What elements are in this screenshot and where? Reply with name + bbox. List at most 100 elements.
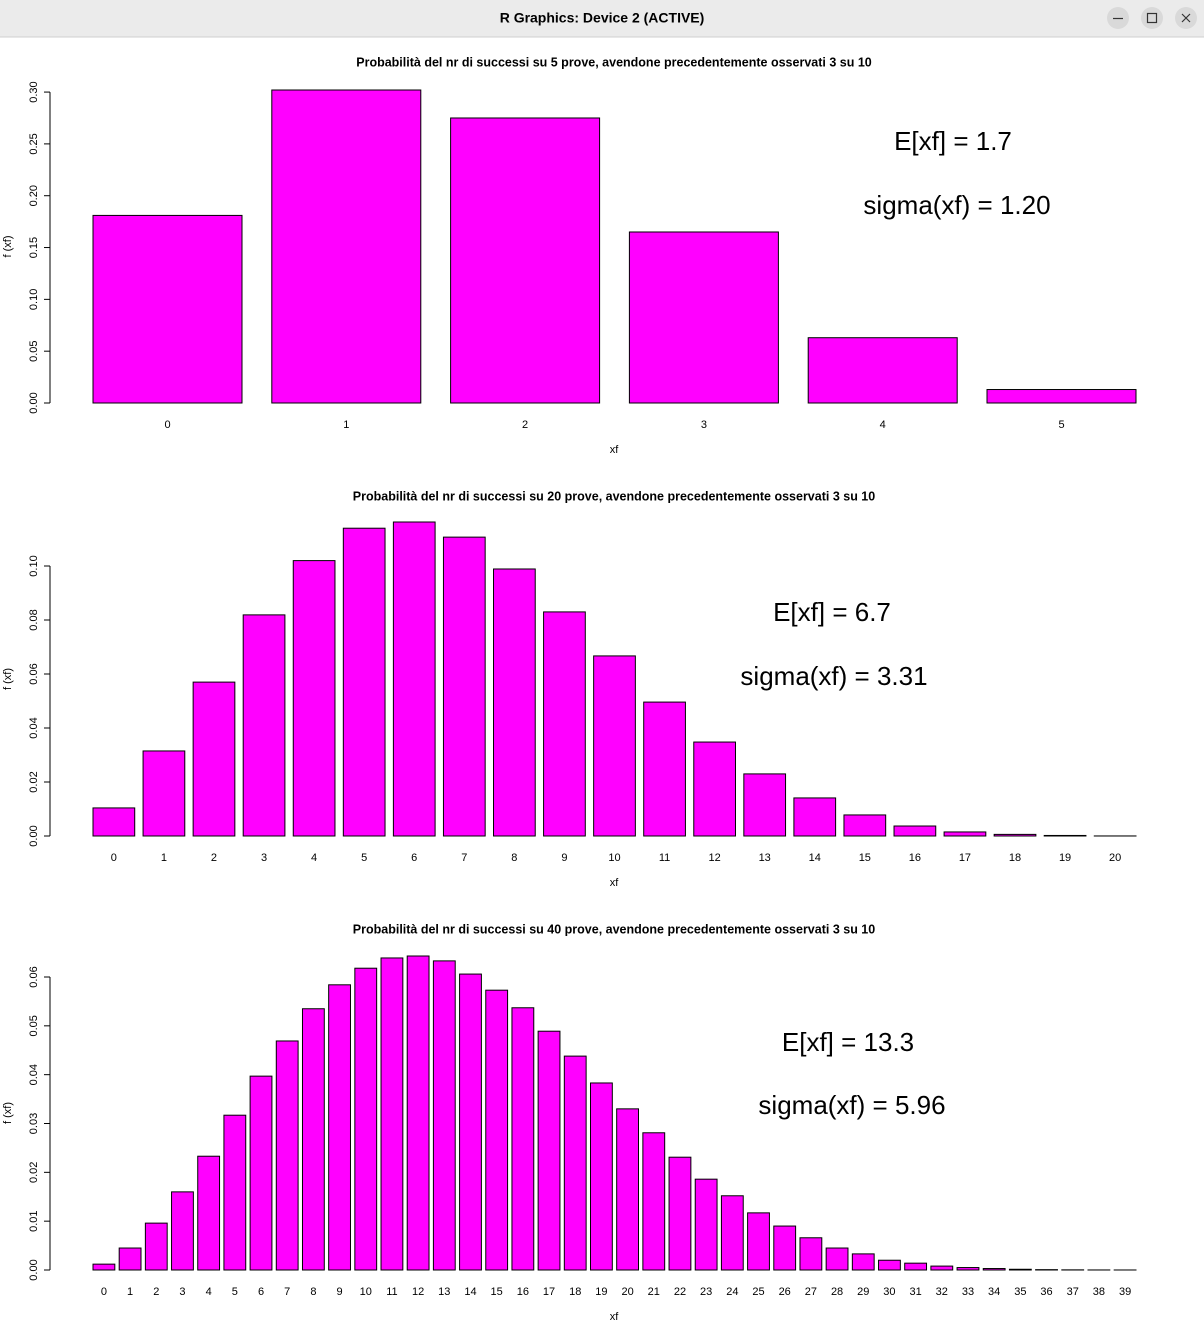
y-tick-label: 0.03 [28, 1113, 40, 1134]
x-tick-label: 18 [1009, 852, 1021, 864]
x-axis-label: xf [610, 877, 620, 889]
x-tick-label: 24 [726, 1286, 738, 1298]
x-tick-label: 23 [700, 1286, 712, 1298]
bar [668, 1156, 692, 1271]
x-tick-label: 16 [517, 1286, 529, 1298]
x-tick-label: 0 [101, 1286, 107, 1298]
bar [930, 1265, 954, 1271]
x-tick-label: 32 [936, 1286, 948, 1298]
bar [720, 1195, 744, 1271]
x-tick-label: 6 [411, 852, 417, 864]
annotation: sigma(xf) = 1.20 [863, 190, 1050, 220]
x-tick-label: 17 [543, 1286, 555, 1298]
y-tick-label: 0.25 [28, 133, 40, 154]
x-axis-label: xf [610, 1311, 620, 1323]
bar [986, 389, 1137, 404]
maximize-button[interactable] [1141, 7, 1163, 29]
bar [851, 1253, 875, 1271]
bar [693, 741, 736, 837]
x-tick-label: 31 [909, 1286, 921, 1298]
x-tick-label: 11 [659, 852, 670, 864]
bar [589, 1082, 613, 1271]
x-tick-label: 11 [386, 1286, 397, 1298]
bar [92, 1263, 116, 1271]
x-tick-label: 5 [1058, 419, 1064, 431]
bar [793, 797, 837, 837]
x-tick-label: 26 [779, 1286, 791, 1298]
x-tick-label: 10 [360, 1286, 372, 1298]
x-tick-label: 13 [438, 1286, 450, 1298]
x-tick-label: 2 [522, 419, 528, 431]
bar [406, 955, 430, 1271]
x-tick-label: 27 [805, 1286, 817, 1298]
bar [593, 655, 636, 837]
x-tick-label: 20 [621, 1286, 633, 1298]
bar [982, 1268, 1006, 1271]
bar [459, 973, 482, 1271]
x-tick-label: 3 [179, 1286, 185, 1298]
annotation: sigma(xf) = 5.96 [758, 1090, 945, 1120]
bar [543, 611, 586, 837]
bar [485, 989, 509, 1271]
x-tick-label: 4 [880, 419, 886, 431]
minimize-button[interactable] [1107, 7, 1129, 29]
x-tick-label: 39 [1119, 1286, 1131, 1298]
bar [92, 214, 243, 404]
bar [380, 957, 404, 1271]
close-button[interactable] [1175, 7, 1197, 29]
chart-title: Probabilità del nr di successi su 5 prov… [356, 55, 872, 69]
bar [743, 773, 787, 837]
x-tick-label: 15 [859, 852, 871, 864]
bar [354, 967, 378, 1271]
x-tick-label: 17 [959, 852, 971, 864]
x-tick-label: 9 [561, 852, 567, 864]
bar [843, 814, 887, 837]
bar [773, 1225, 797, 1271]
x-tick-label: 28 [831, 1286, 843, 1298]
x-tick-label: 36 [1040, 1286, 1052, 1298]
bar [799, 1237, 823, 1271]
y-tick-label: 0.08 [28, 609, 40, 630]
y-tick-label: 0.05 [28, 340, 40, 361]
bar [956, 1267, 980, 1271]
annotation: E[xf] = 13.3 [782, 1027, 914, 1057]
bar [142, 750, 186, 837]
y-axis-label: f (xf) [2, 1102, 14, 1124]
y-tick-label: 0.02 [28, 1162, 40, 1183]
y-tick-label: 0.01 [28, 1210, 40, 1231]
x-tick-label: 7 [284, 1286, 290, 1298]
bar [563, 1055, 587, 1271]
annotation: E[xf] = 1.7 [894, 126, 1012, 156]
x-tick-label: 35 [1014, 1286, 1026, 1298]
x-tick-label: 12 [709, 852, 721, 864]
bar [642, 1132, 666, 1271]
x-tick-label: 1 [343, 419, 349, 431]
x-tick-label: 5 [232, 1286, 238, 1298]
bar [904, 1262, 928, 1271]
x-tick-label: 20 [1109, 852, 1121, 864]
bar [92, 807, 136, 837]
x-tick-label: 3 [701, 419, 707, 431]
x-tick-label: 2 [211, 852, 217, 864]
x-tick-label: 37 [1067, 1286, 1079, 1298]
bar [694, 1178, 718, 1271]
bar [493, 568, 536, 837]
y-tick-label: 0.10 [28, 289, 40, 310]
bar [292, 560, 336, 837]
bar [616, 1108, 640, 1271]
y-tick-label: 0.00 [28, 1259, 40, 1280]
bar [537, 1030, 561, 1271]
x-tick-label: 22 [674, 1286, 686, 1298]
y-tick-label: 0.10 [28, 555, 40, 576]
x-tick-label: 6 [258, 1286, 264, 1298]
bar [223, 1114, 247, 1271]
bar [747, 1212, 770, 1271]
bar [242, 614, 286, 837]
title-bar [0, 0, 1204, 37]
x-tick-label: 4 [206, 1286, 212, 1298]
y-axis-label: f (xf) [2, 236, 14, 258]
bar [1008, 1268, 1032, 1271]
y-tick-label: 0.00 [28, 392, 40, 413]
bar [301, 1008, 325, 1271]
x-tick-label: 25 [752, 1286, 764, 1298]
